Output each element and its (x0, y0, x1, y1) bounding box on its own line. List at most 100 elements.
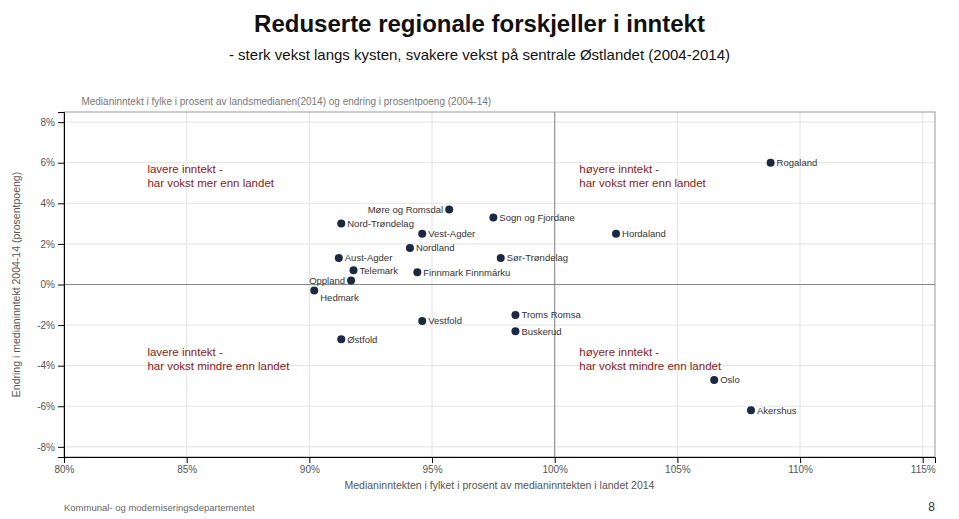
quadrant-label: lavere inntekt -har vokst mindre enn lan… (147, 346, 290, 372)
axis-line (58, 113, 65, 458)
point-labels: Rogaland Hordaland Sogn og Fjordane Møre og… (309, 157, 817, 416)
point (310, 287, 318, 295)
grid-line-y (64, 203, 935, 204)
point-label: Troms Romsa (521, 309, 581, 320)
point (767, 159, 775, 167)
tick-mark (58, 447, 64, 448)
grid-line-x (554, 112, 555, 457)
tick-mark (58, 406, 64, 407)
tick-label: -6% (37, 401, 55, 412)
reference-line (64, 284, 935, 285)
tick: 100% (542, 457, 568, 475)
tick-mark (58, 325, 64, 326)
grid (64, 112, 935, 457)
quadrant-label-line: har vokst mer enn landet (147, 177, 274, 189)
tick-label: 80% (54, 464, 74, 475)
annotations: lavere inntekt - har vokst mer enn landet… (147, 163, 722, 371)
tick: -4% (37, 360, 64, 371)
point-label: Vest-Agder (428, 228, 475, 239)
tick: 115% (911, 457, 936, 475)
tick: 85% (177, 457, 197, 475)
point-label: Finnmark Finnmárku (423, 267, 510, 278)
plot-frame (64, 112, 935, 457)
point-label: Akershus (757, 405, 797, 416)
footer: Kommunal- og moderniseringsdepartementet (64, 502, 255, 513)
point (347, 276, 355, 284)
quadrant-label-line: har vokst mindre enn landet (147, 360, 290, 372)
point (413, 268, 421, 276)
plot: 80% 85% 90% 95% 100% 105% 110% 115% -8% -6% -4% -2%… (10, 96, 936, 491)
tick-mark (677, 457, 678, 463)
points (310, 159, 774, 415)
point-label: Hordaland (622, 228, 666, 239)
page-number: 8 (928, 500, 935, 514)
axis-line (65, 458, 936, 464)
point-label: Nordland (416, 242, 455, 253)
point-label: Telemark (360, 265, 399, 276)
point (489, 214, 497, 222)
point-label: Vestfold (428, 315, 462, 326)
tick: 4% (41, 198, 64, 209)
grid-line-y (64, 122, 935, 123)
tick: 8% (41, 117, 64, 128)
tick-mark (58, 366, 64, 367)
tick-mark (432, 457, 433, 463)
point-label: Rogaland (777, 157, 818, 168)
tick-label: 100% (542, 464, 568, 475)
tick-label: -2% (37, 320, 55, 331)
x-axis-title: Medianinntekten i fylket i prosent av me… (345, 479, 655, 491)
quadrant-label-line: høyere inntekt - (579, 346, 659, 358)
tick: -8% (37, 442, 64, 453)
point-label: Buskerud (521, 326, 561, 337)
point (337, 335, 345, 343)
tick-mark (187, 457, 188, 463)
tick-label: 110% (788, 464, 813, 475)
point-label: Møre og Romsdal (368, 204, 444, 215)
point (511, 311, 519, 319)
tick-label: 115% (911, 464, 936, 475)
chart-svg: Reduserte regionale forskjeller i inntek… (0, 0, 959, 519)
point (497, 254, 505, 262)
tick: 90% (300, 457, 320, 475)
point (350, 266, 358, 274)
point (612, 230, 620, 238)
tick-mark (58, 285, 64, 286)
tick-mark (923, 457, 924, 463)
tick: 110% (788, 457, 813, 475)
quadrant-label: høyere inntekt -har vokst mindre enn lan… (579, 346, 722, 372)
point (335, 254, 343, 262)
point-label: Nord-Trøndelag (347, 218, 414, 229)
point-label: Sogn og Fjordane (499, 212, 575, 223)
point (445, 205, 453, 213)
y-axis-title: Endring i medianinntekt 2004-14 (prosent… (10, 172, 22, 397)
point (511, 327, 519, 335)
grid-line-y (64, 446, 935, 447)
tick: 80% (54, 457, 74, 475)
point-label: Østfold (347, 334, 377, 345)
y-axis: -8%-6%-4%-2%0%2%4%6%8% (37, 113, 64, 458)
reference-line (554, 112, 555, 457)
tick-label: 95% (423, 464, 443, 475)
plot-title: Medianinntekt i fylke i prosent av lands… (81, 96, 491, 107)
quadrant-label: høyere inntekt - har vokst mer enn landet (579, 163, 706, 189)
tick-label: 90% (300, 464, 320, 475)
point (337, 220, 345, 228)
grid-line-y (64, 406, 935, 407)
tick: 0% (41, 279, 64, 290)
tick: 6% (41, 157, 64, 168)
point-label: Oppland (309, 275, 345, 286)
tick-label: 6% (41, 157, 56, 168)
point (710, 376, 718, 384)
grid-line-y (64, 325, 935, 326)
tick-mark (309, 457, 310, 463)
tick: 105% (665, 457, 691, 475)
tick-mark (58, 203, 64, 204)
point (418, 317, 426, 325)
tick-mark (58, 244, 64, 245)
tick-mark (800, 457, 801, 463)
quadrant-label-line: har vokst mer enn landet (579, 177, 706, 189)
quadrant-label-line: lavere inntekt - (147, 163, 223, 175)
tick-label: 8% (41, 117, 56, 128)
x-axis: 80% 85% 90% 95% 100% 105% 110% 115% (54, 457, 935, 475)
quadrant-label-line: høyere inntekt - (579, 163, 659, 175)
